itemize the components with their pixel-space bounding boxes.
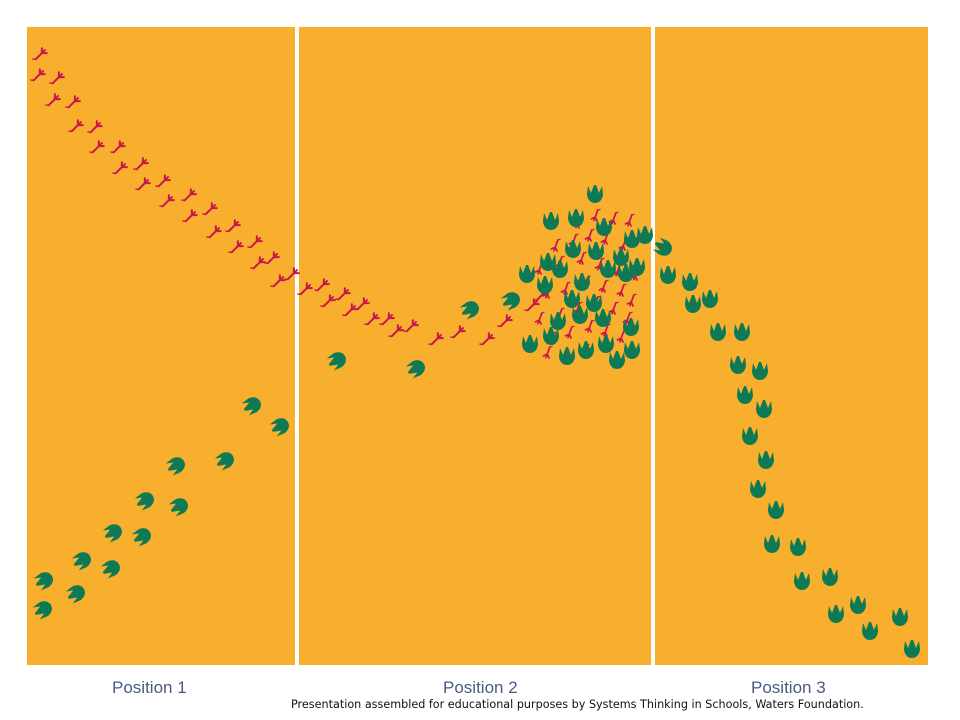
divider-2 (651, 27, 655, 665)
divider-1 (295, 27, 299, 665)
position-3-label: Position 3 (751, 678, 826, 697)
scene-background (27, 27, 928, 665)
position-2-label: Position 2 (443, 678, 518, 697)
credit-line: Presentation assembled for educational p… (291, 698, 864, 711)
position-1-label: Position 1 (112, 678, 187, 697)
